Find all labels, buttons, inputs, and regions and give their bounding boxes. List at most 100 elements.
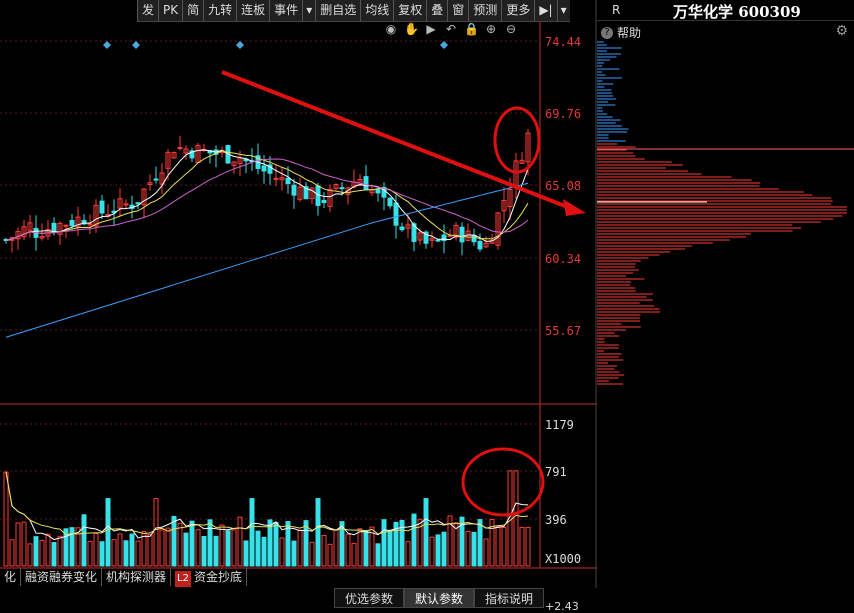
price-axis-label: 74.44 <box>545 35 582 49</box>
candle-body <box>303 186 309 200</box>
candle-body <box>411 223 417 242</box>
volume-bar <box>69 527 75 567</box>
toolbar-item[interactable]: 预测 <box>468 0 502 21</box>
price-axis-label: 69.76 <box>545 107 582 121</box>
price-circle-annotation <box>493 106 541 174</box>
volume-bar <box>309 541 315 567</box>
toolbar-item[interactable]: 删自选 <box>315 0 361 21</box>
moving-average-line <box>5 149 529 242</box>
volume-bar <box>465 530 471 567</box>
toolbar-item[interactable]: 复权 <box>393 0 427 21</box>
candle-body <box>93 204 99 227</box>
candle-body <box>387 197 393 207</box>
candle-body <box>57 222 63 235</box>
volume-bar <box>57 535 63 567</box>
candle-body <box>285 177 291 185</box>
volume-bar <box>453 522 459 567</box>
volume-bar <box>81 514 87 567</box>
toolbar-item[interactable]: 九转 <box>203 0 237 21</box>
toolbar-item[interactable]: ▾ <box>556 0 570 21</box>
minus-icon[interactable]: ⊖ <box>505 22 517 36</box>
gear-icon[interactable]: ⚙ <box>835 23 848 39</box>
volume-bar <box>381 519 387 567</box>
volume-bar <box>447 515 453 567</box>
candle-body <box>75 216 81 228</box>
volume-bar <box>51 542 57 567</box>
price-axis-label: 65.08 <box>545 179 582 193</box>
toolbar-item[interactable]: ▶| <box>534 0 557 21</box>
help-link[interactable]: ? 帮助 <box>601 24 641 41</box>
volume-bar <box>483 538 489 567</box>
toolbar-item[interactable]: 均线 <box>360 0 394 21</box>
volume-bar <box>147 534 153 567</box>
candle-body <box>417 232 423 241</box>
candle-body <box>519 159 525 164</box>
toolbar-item[interactable]: 发 <box>137 0 159 21</box>
eye-icon[interactable]: ◉ <box>385 22 397 36</box>
volume-bar <box>45 533 51 567</box>
volume-bar <box>159 529 165 567</box>
candle-body <box>459 226 465 243</box>
hand-icon[interactable]: ✋ <box>404 22 419 36</box>
tab-partial[interactable]: 化 <box>0 568 22 586</box>
candle-body <box>291 184 297 196</box>
candle-body <box>27 222 33 232</box>
chart-icon-row: ◉ ✋ ▶ ↶ 🔒 ⊕ ⊖ <box>384 22 518 36</box>
preferred-params-button[interactable]: 优选参数 <box>334 588 405 608</box>
kline-chart[interactable] <box>0 0 597 588</box>
volume-bar <box>219 524 225 567</box>
tab-institution-detector[interactable]: 机构探测器 <box>102 568 172 586</box>
toolbar-item[interactable]: 叠 <box>426 0 448 21</box>
candle-body <box>339 187 345 190</box>
volume-bar <box>519 526 525 567</box>
play-icon[interactable]: ▶ <box>426 22 436 36</box>
volume-bar <box>369 526 375 567</box>
candle-body <box>375 189 381 194</box>
candle-body <box>441 234 447 241</box>
volume-bar <box>501 526 507 567</box>
plus-icon[interactable]: ⊕ <box>485 22 497 36</box>
volume-bar <box>153 498 159 567</box>
toolbar-item[interactable]: 更多 <box>501 0 535 21</box>
volume-bar <box>93 532 99 567</box>
default-params-button[interactable]: 默认参数 <box>404 588 475 608</box>
undo-icon[interactable]: ↶ <box>445 22 457 36</box>
candle-body <box>297 186 303 200</box>
toolbar-item[interactable]: 窗 <box>447 0 469 21</box>
volume-bar <box>405 541 411 567</box>
toolbar-item[interactable]: 连板 <box>236 0 270 21</box>
candle-body <box>345 187 351 195</box>
tab-fund-bottom[interactable]: L2 资金抄底 <box>171 568 247 587</box>
toolbar-item[interactable]: 简 <box>182 0 204 21</box>
volume-bar <box>357 528 363 567</box>
volume-bar <box>135 540 141 567</box>
candle-body <box>51 222 57 233</box>
candle-body <box>507 188 513 208</box>
volume-bar <box>9 539 15 567</box>
volume-bar <box>243 540 249 567</box>
tab-margin-trading[interactable]: 融资融券变化 <box>21 568 103 586</box>
candle-body <box>405 224 411 229</box>
event-marker <box>132 41 140 49</box>
toolbar-item[interactable]: ▾ <box>302 0 316 21</box>
candle-body <box>489 239 495 244</box>
candle-body <box>15 231 21 240</box>
candle-body <box>363 176 369 191</box>
indicator-help-button[interactable]: 指标说明 <box>474 588 545 608</box>
candle-body <box>147 182 153 186</box>
volume-bar <box>375 543 381 567</box>
chart-toolbar: 发 PK 简九转 连板 事件 ▾ 删自选 均线 复权叠窗预测 更多 ▶| ▾ <box>137 0 570 22</box>
volume-bar <box>297 529 303 567</box>
candle-body <box>261 165 267 172</box>
volume-bar <box>399 519 405 567</box>
volume-bar <box>339 521 345 567</box>
lock-icon[interactable]: 🔒 <box>464 22 479 36</box>
moving-average-line <box>5 150 529 241</box>
toolbar-item[interactable]: 事件 <box>269 0 303 21</box>
volume-bar <box>495 525 501 567</box>
tab-fund-bottom-label: 资金抄底 <box>193 570 242 584</box>
candle-body <box>423 231 429 244</box>
candle-body <box>123 203 129 206</box>
toolbar-item[interactable]: PK <box>158 0 183 21</box>
volume-bar <box>129 533 135 567</box>
